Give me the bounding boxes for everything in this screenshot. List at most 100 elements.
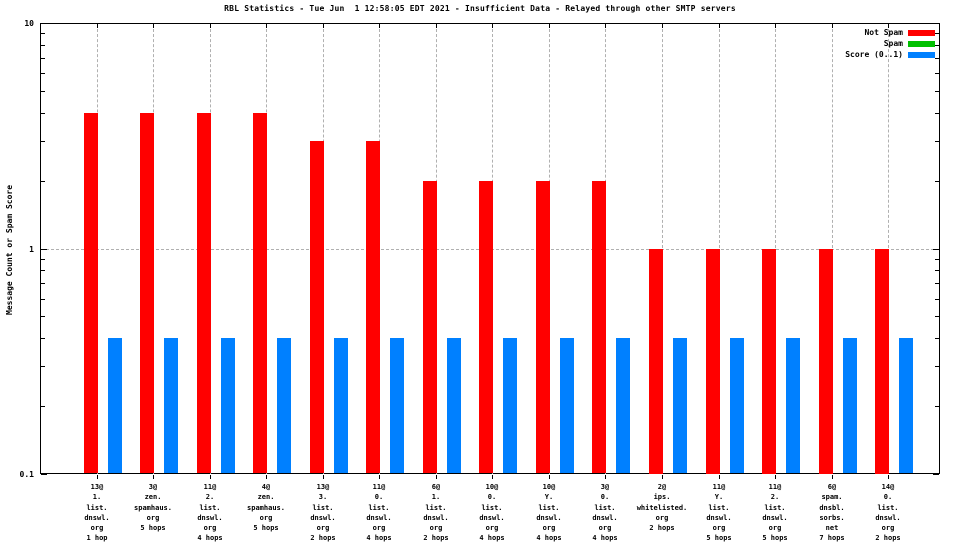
x-tick-bottom [210, 475, 211, 479]
x-tick-bottom [379, 475, 380, 479]
bar-not-spam [649, 249, 663, 474]
y-minor-tick-right [935, 73, 939, 74]
x-tick-top [379, 24, 380, 28]
legend-item-score: Score (0..1) [845, 49, 935, 60]
bar-not-spam [479, 181, 493, 473]
bar-not-spam [253, 113, 267, 473]
bar-score-0-1- [899, 338, 913, 473]
x-tick-label: 10@ 0. list. dnswl. org 4 hops [479, 483, 505, 543]
x-tick-top [210, 24, 211, 28]
x-tick-top [492, 24, 493, 28]
y-minor-tick-left [41, 283, 45, 284]
y-tick-label: 0.1 [19, 470, 34, 479]
legend-item-not-spam: Not Spam [845, 27, 935, 38]
y-major-tick-right [933, 23, 939, 24]
x-tick-bottom [266, 475, 267, 479]
y-minor-tick-left [41, 91, 45, 92]
bar-not-spam [536, 181, 550, 473]
x-tick-top [605, 24, 606, 28]
y-minor-tick-right [935, 283, 939, 284]
x-tick-top [549, 24, 550, 28]
y-minor-tick-left [41, 58, 45, 59]
plot-area-border [40, 23, 940, 474]
bar-not-spam [366, 141, 380, 473]
y-minor-tick-left [41, 299, 45, 300]
x-tick-top [266, 24, 267, 28]
y-minor-tick-right [935, 33, 939, 34]
legend-swatch-score-icon [908, 51, 935, 58]
x-tick-label: 3@ zen. spamhaus. org 5 hops [134, 483, 172, 533]
x-tick-top [888, 24, 889, 28]
legend-label-not-spam: Not Spam [864, 28, 903, 37]
bar-score-0-1- [277, 338, 291, 473]
y-major-tick-left [41, 23, 47, 24]
y-minor-tick-right [935, 270, 939, 271]
legend-label-score: Score (0..1) [845, 50, 903, 59]
legend-swatch-not-spam-icon [908, 29, 935, 36]
x-tick-label: 11@ 2. list. dnswl. org 4 hops [197, 483, 223, 543]
y-minor-tick-left [41, 406, 45, 407]
bar-score-0-1- [730, 338, 744, 473]
x-tick-bottom [605, 475, 606, 479]
bar-not-spam [819, 249, 833, 474]
x-tick-label: 13@ 1. list. dnswl. org 1 hop [84, 483, 110, 543]
x-tick-label: 4@ zen. spamhaus. org 5 hops [247, 483, 285, 533]
x-tick-top [832, 24, 833, 28]
bar-score-0-1- [108, 338, 122, 473]
y-minor-tick-right [935, 406, 939, 407]
bar-score-0-1- [560, 338, 574, 473]
y-minor-tick-left [41, 113, 45, 114]
x-tick-top [153, 24, 154, 28]
bar-score-0-1- [390, 338, 404, 473]
y-minor-tick-left [41, 141, 45, 142]
bar-not-spam [423, 181, 437, 473]
x-tick-label: 11@ 2. list. dnswl. org 5 hops [762, 483, 788, 543]
x-tick-label: 2@ ips. whitelisted. org 2 hops [636, 483, 688, 533]
x-tick-label: 10@ Y. list. dnswl. org 4 hops [536, 483, 562, 543]
x-tick-top [436, 24, 437, 28]
legend: Not Spam Spam Score (0..1) [845, 27, 935, 60]
y-minor-tick-right [935, 316, 939, 317]
y-minor-tick-right [935, 259, 939, 260]
bar-score-0-1- [843, 338, 857, 473]
x-tick-label: 11@ 0. list. dnswl. org 4 hops [366, 483, 392, 543]
bar-not-spam [706, 249, 720, 474]
x-tick-label: 11@ Y. list. dnswl. org 5 hops [706, 483, 732, 543]
y-major-tick-left [41, 474, 47, 475]
x-tick-label: 14@ 0. list. dnswl. org 2 hops [875, 483, 901, 543]
x-tick-bottom [153, 475, 154, 479]
x-tick-bottom [775, 475, 776, 479]
x-tick-label: 3@ 0. list. dnswl. org 4 hops [592, 483, 618, 543]
x-tick-bottom [549, 475, 550, 479]
y-minor-tick-right [935, 338, 939, 339]
chart-title: RBL Statistics - Tue Jun 1 12:58:05 EDT … [224, 4, 736, 13]
x-tick-bottom [436, 475, 437, 479]
y-minor-tick-left [41, 338, 45, 339]
y-minor-tick-right [935, 299, 939, 300]
y-minor-tick-left [41, 33, 45, 34]
x-tick-top [323, 24, 324, 28]
y-major-tick-left [41, 249, 47, 250]
bar-not-spam [875, 249, 889, 474]
x-tick-label: 6@ spam. dnsbl. sorbs. net 7 hops [819, 483, 845, 543]
x-tick-bottom [888, 475, 889, 479]
y-major-tick-right [933, 249, 939, 250]
y-major-tick-right [933, 474, 939, 475]
x-tick-bottom [323, 475, 324, 479]
y-minor-tick-right [935, 141, 939, 142]
y-minor-tick-left [41, 270, 45, 271]
y-minor-tick-right [935, 91, 939, 92]
x-tick-bottom [719, 475, 720, 479]
x-tick-bottom [492, 475, 493, 479]
bar-score-0-1- [616, 338, 630, 473]
y-minor-tick-right [935, 181, 939, 182]
y-tick-label: 1 [29, 245, 34, 254]
bar-not-spam [197, 113, 211, 473]
bar-not-spam [140, 113, 154, 473]
bar-not-spam [84, 113, 98, 473]
bar-score-0-1- [334, 338, 348, 473]
bar-score-0-1- [673, 338, 687, 473]
x-tick-label: 6@ 1. list. dnswl. org 2 hops [423, 483, 449, 543]
bar-not-spam [310, 141, 324, 473]
